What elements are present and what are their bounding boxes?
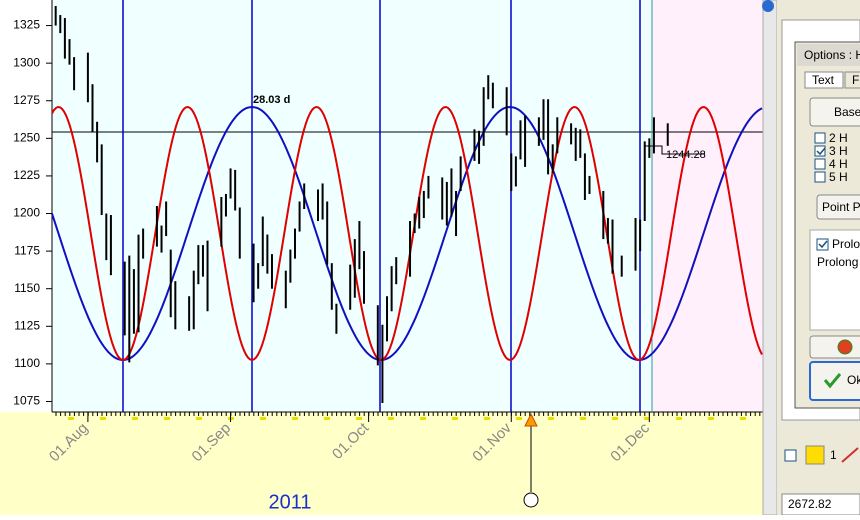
tab[interactable]	[804, 71, 844, 89]
y-tick-label: 1175	[14, 243, 40, 257]
ruler-mark	[260, 417, 266, 420]
ruler-mark	[484, 417, 490, 420]
dialog: Options : H Text F Base 2 H3 H4 H5 H Poi…	[794, 41, 860, 409]
y-tick-label: 1075	[13, 394, 40, 408]
ruler-mark	[420, 417, 426, 420]
checkbox[interactable]	[814, 158, 826, 170]
ruler-mark	[68, 417, 74, 420]
y-tick-label: 1275	[13, 93, 40, 107]
ruler-mark	[324, 417, 330, 420]
checkbox-label: 3 H	[829, 144, 848, 158]
y-tick-label: 1100	[14, 356, 40, 370]
checkbox[interactable]	[814, 145, 826, 157]
y-tick-label: 1250	[13, 131, 40, 145]
tab-label: Text	[812, 73, 835, 87]
cycle-curve	[51, 105, 763, 362]
year-label: 2011	[268, 491, 311, 513]
button-label: Base	[834, 105, 860, 119]
ruler-mark	[100, 417, 106, 420]
cycle-label: 28.03 d	[253, 94, 290, 106]
prolong-checkbox[interactable]	[816, 238, 829, 251]
ruler-mark	[708, 417, 714, 420]
ruler-mark	[164, 417, 170, 420]
ruler-mark	[580, 417, 586, 420]
ruler-mark	[196, 417, 202, 420]
point-button[interactable]	[816, 194, 860, 220]
row-count: 1	[830, 448, 837, 462]
ruler-mark	[740, 417, 746, 420]
prolong-text: Prolong c	[817, 255, 860, 269]
tab[interactable]	[844, 71, 860, 89]
checkbox-label: 2 H	[829, 131, 848, 145]
button-label: Point Pe	[822, 200, 860, 214]
price-label: 1244.28	[666, 149, 706, 161]
dialog-title: Options : H	[804, 48, 860, 62]
check-mark	[818, 240, 828, 249]
cursor-marker[interactable]	[524, 412, 538, 427]
checkbox-label: 4 H	[829, 157, 848, 171]
checkbox[interactable]	[814, 171, 826, 183]
row-line-icon	[841, 447, 859, 463]
status-value: 2672.82	[788, 497, 832, 511]
ruler-mark	[132, 417, 138, 420]
ruler-mark	[356, 417, 362, 420]
check-mark	[816, 147, 826, 156]
future-area	[652, 0, 763, 412]
ruler-mark	[452, 417, 458, 420]
y-tick-label: 1325	[13, 18, 40, 32]
ruler-mark	[516, 417, 522, 420]
dialog-titlebar	[797, 44, 860, 66]
prolong-check-label: Prolon	[832, 237, 860, 251]
ruler-mark	[548, 417, 554, 420]
row-checkbox[interactable]	[784, 449, 797, 462]
x-axis-area	[0, 412, 777, 515]
ruler-mark	[676, 417, 682, 420]
y-tick-label: 1200	[13, 206, 40, 220]
checkbox-label: 5 H	[829, 170, 848, 184]
base-button[interactable]	[809, 97, 860, 127]
ok-label: Ok	[847, 373, 860, 387]
price-leader	[645, 145, 705, 155]
ruler-mark	[292, 417, 298, 420]
globe-icon[interactable]	[762, 0, 774, 12]
scrollbar[interactable]	[762, 0, 778, 516]
ok-icon	[823, 373, 842, 389]
tab-label: F	[852, 73, 859, 87]
row-icon	[805, 445, 825, 465]
ruler-mark	[612, 417, 618, 420]
target-icon	[837, 339, 853, 355]
ruler-mark	[644, 417, 650, 420]
y-tick-label: 1125	[14, 318, 40, 332]
plot-area	[52, 0, 652, 412]
y-tick-label: 1300	[13, 55, 40, 69]
y-tick-label: 1225	[13, 168, 40, 182]
y-tick-label: 1150	[14, 281, 40, 295]
clock-icon[interactable]	[523, 492, 539, 508]
checkbox[interactable]	[814, 132, 826, 144]
ruler-mark	[388, 417, 394, 420]
